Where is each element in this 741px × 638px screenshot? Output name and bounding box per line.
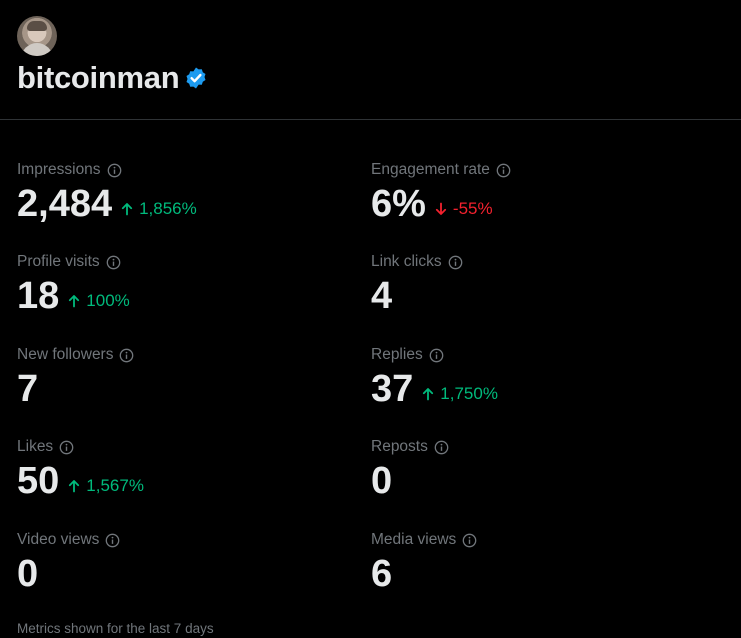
metric-delta-value: 100% (86, 291, 130, 310)
metric-label: New followers (17, 346, 114, 363)
metric-value: 18 (17, 275, 60, 317)
metric-link-clicks: Link clicks 4 (371, 252, 701, 316)
metric-value: 37 (371, 368, 414, 410)
metric-impressions: Impressions 2,484 1,856% (17, 160, 347, 224)
metric-delta: 100% (67, 291, 130, 311)
metric-value: 4 (371, 275, 393, 317)
info-icon[interactable] (107, 163, 122, 178)
arrow-up-icon (121, 203, 133, 216)
verified-badge-icon (186, 67, 206, 89)
metric-value: 50 (17, 460, 60, 502)
metric-label: Impressions (17, 161, 101, 178)
metric-delta-value: 1,567% (86, 476, 144, 495)
metric-reposts: Reposts 0 (371, 437, 701, 501)
metric-engagement-rate: Engagement rate 6% -55% (371, 160, 701, 224)
metric-likes: Likes 50 1,567% (17, 437, 347, 501)
metric-value: 6% (371, 183, 426, 225)
avatar[interactable] (17, 16, 57, 56)
metric-delta-value: 1,856% (139, 199, 197, 218)
info-icon[interactable] (496, 163, 511, 178)
username[interactable]: bitcoinman (17, 60, 180, 95)
metric-delta: 1,856% (120, 199, 197, 219)
arrow-down-icon (435, 202, 447, 215)
info-icon[interactable] (59, 440, 74, 455)
info-icon[interactable] (462, 533, 477, 548)
info-icon[interactable] (429, 348, 444, 363)
metric-label: Video views (17, 531, 100, 548)
arrow-up-icon (69, 480, 80, 493)
metric-label: Media views (371, 531, 457, 548)
metric-delta-value: -55% (452, 199, 493, 218)
metric-new-followers: New followers 7 (17, 345, 347, 409)
metric-value: 0 (371, 460, 393, 502)
arrow-up-icon (69, 295, 80, 308)
footer-note: Metrics shown for the last 7 days (17, 621, 214, 636)
metric-media-views: Media views 6 (371, 530, 701, 594)
avatar-hair (27, 21, 47, 31)
info-icon[interactable] (434, 440, 449, 455)
metric-label: Likes (17, 438, 54, 455)
metric-profile-visits: Profile visits 18 100% (17, 252, 347, 316)
metric-label: Profile visits (17, 253, 100, 270)
info-icon[interactable] (119, 348, 134, 363)
metric-value: 6 (371, 553, 393, 595)
metric-value: 0 (17, 553, 39, 595)
metric-label: Engagement rate (371, 161, 490, 178)
metric-delta: 1,567% (67, 476, 144, 496)
metric-delta-value: 1,750% (440, 384, 498, 403)
info-icon[interactable] (105, 533, 120, 548)
avatar-shoulders (21, 43, 53, 56)
metric-delta: 1,750% (421, 384, 498, 404)
profile-header: bitcoinman (0, 0, 741, 120)
username-row: bitcoinman (17, 60, 208, 96)
metric-label: Link clicks (371, 253, 442, 270)
metric-video-views: Video views 0 (17, 530, 347, 594)
info-icon[interactable] (448, 255, 463, 270)
metric-label: Reposts (371, 438, 428, 455)
info-icon[interactable] (106, 255, 121, 270)
metric-label: Replies (371, 346, 423, 363)
metric-replies: Replies 37 1,750% (371, 345, 701, 409)
arrow-up-icon (423, 388, 434, 401)
metric-delta: -55% (434, 199, 493, 219)
metric-value: 7 (17, 368, 39, 410)
metric-value: 2,484 (17, 183, 113, 225)
